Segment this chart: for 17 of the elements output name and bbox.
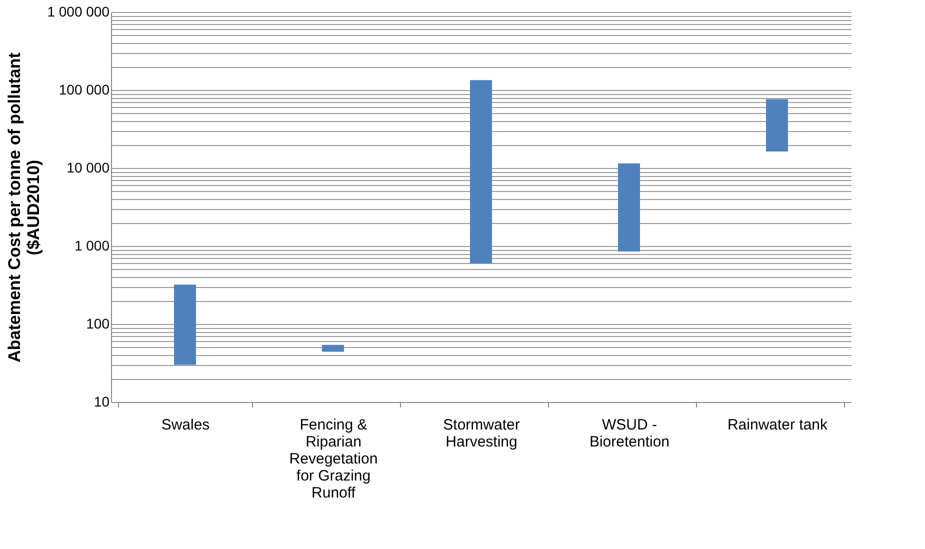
x-tick-label: Rainwater tank [727,416,828,434]
bar [618,163,640,252]
y-tick-label: 1 000 000 [47,4,110,20]
y-tick-label: 100 000 [58,82,110,98]
x-tick-label: Swales [161,416,210,434]
x-tick-label: Stormwater Harvesting [443,416,520,450]
y-tick-label: 100 [86,316,110,332]
x-tick-label: Fencing & Riparian Revegetation for Grazing Runoff [289,416,378,502]
y-tick-label: 10 [94,394,110,410]
y-tick-label: 10 000 [66,160,110,176]
bar [470,80,492,264]
bar [322,344,344,352]
bar [766,99,788,152]
y-tick-label: 1 000 [74,238,110,254]
bar [174,284,196,365]
y-axis-title: Abatement Cost per tonne of pollutant ($AUD2010) [5,52,44,362]
x-tick-label: WSUD - Bioretention [589,416,670,450]
